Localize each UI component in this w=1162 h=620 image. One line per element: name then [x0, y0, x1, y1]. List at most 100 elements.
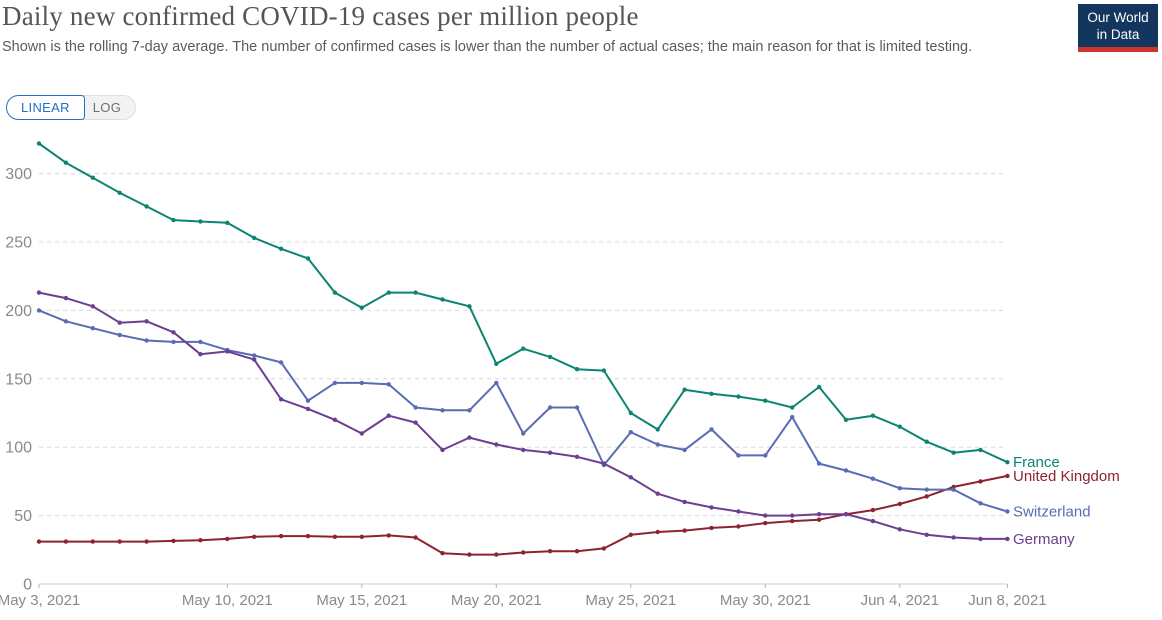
series-point-united-kingdom[interactable]: [225, 536, 230, 542]
series-point-germany[interactable]: [978, 536, 983, 542]
series-point-united-kingdom[interactable]: [171, 538, 176, 544]
series-point-france[interactable]: [386, 290, 391, 295]
series-point-germany[interactable]: [305, 406, 311, 412]
series-point-switzerland[interactable]: [171, 339, 176, 345]
series-point-united-kingdom[interactable]: [682, 528, 687, 533]
series-point-switzerland[interactable]: [359, 380, 364, 386]
series-point-united-kingdom[interactable]: [90, 539, 96, 544]
series-point-united-kingdom[interactable]: [601, 546, 607, 551]
series-point-germany[interactable]: [951, 535, 956, 540]
series-point-switzerland[interactable]: [816, 461, 822, 466]
series-point-germany[interactable]: [924, 532, 929, 537]
series-point-germany[interactable]: [790, 513, 795, 518]
series-point-switzerland[interactable]: [709, 427, 714, 432]
series-point-switzerland[interactable]: [521, 431, 526, 436]
series-point-united-kingdom[interactable]: [763, 520, 768, 526]
series-point-france[interactable]: [494, 361, 499, 366]
series-point-germany[interactable]: [225, 349, 230, 354]
series-point-germany[interactable]: [1005, 536, 1010, 542]
series-point-switzerland[interactable]: [386, 382, 391, 387]
series-point-france[interactable]: [736, 394, 741, 399]
series-point-germany[interactable]: [467, 435, 472, 440]
series-point-germany[interactable]: [682, 499, 687, 505]
series-point-germany[interactable]: [494, 442, 499, 447]
series-point-germany[interactable]: [171, 330, 176, 335]
series-point-germany[interactable]: [252, 357, 257, 362]
series-point-united-kingdom[interactable]: [305, 533, 311, 539]
series-point-france[interactable]: [924, 439, 929, 444]
series-point-france[interactable]: [628, 410, 633, 416]
series-point-france[interactable]: [816, 384, 822, 390]
series-point-united-kingdom[interactable]: [924, 494, 929, 499]
series-point-switzerland[interactable]: [843, 468, 849, 473]
series-point-united-kingdom[interactable]: [198, 538, 203, 543]
series-point-france[interactable]: [63, 160, 69, 165]
series-point-united-kingdom[interactable]: [574, 549, 580, 554]
series-point-france[interactable]: [574, 367, 580, 372]
series-point-switzerland[interactable]: [897, 486, 902, 491]
series-point-france[interactable]: [601, 368, 607, 373]
series-point-germany[interactable]: [36, 290, 42, 295]
series-point-germany[interactable]: [763, 513, 768, 518]
series-point-france[interactable]: [763, 398, 768, 403]
series-point-france[interactable]: [951, 450, 956, 455]
log-button[interactable]: LOG: [79, 95, 137, 120]
series-point-united-kingdom[interactable]: [332, 534, 338, 539]
series-point-germany[interactable]: [816, 512, 822, 517]
series-point-france[interactable]: [682, 387, 687, 392]
series-point-germany[interactable]: [628, 475, 633, 480]
series-point-france[interactable]: [655, 427, 660, 432]
series-point-france[interactable]: [978, 447, 983, 453]
series-point-germany[interactable]: [897, 527, 902, 532]
series-point-switzerland[interactable]: [736, 453, 741, 458]
series-point-germany[interactable]: [870, 518, 876, 524]
series-point-united-kingdom[interactable]: [628, 532, 633, 537]
series-point-switzerland[interactable]: [1005, 509, 1010, 514]
series-point-switzerland[interactable]: [63, 319, 69, 324]
series-point-germany[interactable]: [413, 420, 418, 425]
series-point-france[interactable]: [225, 220, 230, 225]
series-point-france[interactable]: [332, 290, 338, 295]
series-point-united-kingdom[interactable]: [897, 501, 902, 507]
series-point-switzerland[interactable]: [547, 405, 553, 410]
series-point-france[interactable]: [144, 204, 149, 209]
series-point-united-kingdom[interactable]: [413, 535, 418, 540]
series-point-germany[interactable]: [843, 512, 849, 517]
series-point-france[interactable]: [305, 256, 311, 261]
series-point-switzerland[interactable]: [655, 442, 660, 447]
series-point-france[interactable]: [1005, 460, 1010, 465]
series-point-germany[interactable]: [144, 319, 149, 324]
series-point-france[interactable]: [171, 217, 176, 223]
linear-button[interactable]: LINEAR: [6, 95, 85, 120]
series-point-switzerland[interactable]: [305, 398, 311, 403]
series-point-switzerland[interactable]: [440, 408, 445, 413]
series-point-france[interactable]: [897, 424, 902, 429]
series-point-france[interactable]: [843, 417, 849, 422]
series-point-germany[interactable]: [601, 461, 607, 466]
series-point-france[interactable]: [36, 141, 42, 146]
series-point-germany[interactable]: [117, 320, 122, 325]
series-point-united-kingdom[interactable]: [440, 551, 445, 556]
series-point-united-kingdom[interactable]: [117, 539, 122, 544]
series-point-united-kingdom[interactable]: [790, 518, 795, 524]
series-point-switzerland[interactable]: [467, 408, 472, 413]
series-point-switzerland[interactable]: [763, 453, 768, 458]
series-point-germany[interactable]: [574, 454, 580, 459]
series-point-switzerland[interactable]: [36, 308, 42, 313]
series-point-switzerland[interactable]: [413, 405, 418, 410]
series-point-france[interactable]: [359, 305, 364, 310]
series-point-switzerland[interactable]: [790, 414, 795, 420]
series-point-united-kingdom[interactable]: [1005, 473, 1010, 479]
series-point-france[interactable]: [278, 246, 284, 251]
series-point-france[interactable]: [790, 405, 795, 410]
series-point-germany[interactable]: [278, 397, 284, 402]
series-point-united-kingdom[interactable]: [736, 524, 741, 529]
series-point-france[interactable]: [117, 190, 122, 195]
series-point-switzerland[interactable]: [628, 430, 633, 435]
series-point-switzerland[interactable]: [682, 447, 687, 453]
series-point-united-kingdom[interactable]: [978, 479, 983, 484]
series-point-united-kingdom[interactable]: [521, 550, 526, 555]
series-point-switzerland[interactable]: [198, 339, 203, 345]
series-point-united-kingdom[interactable]: [467, 552, 472, 557]
chart-svg[interactable]: 0 50 100 150 200 250 300 May 3, 2021 May 10, 202…: [0, 129, 1162, 620]
